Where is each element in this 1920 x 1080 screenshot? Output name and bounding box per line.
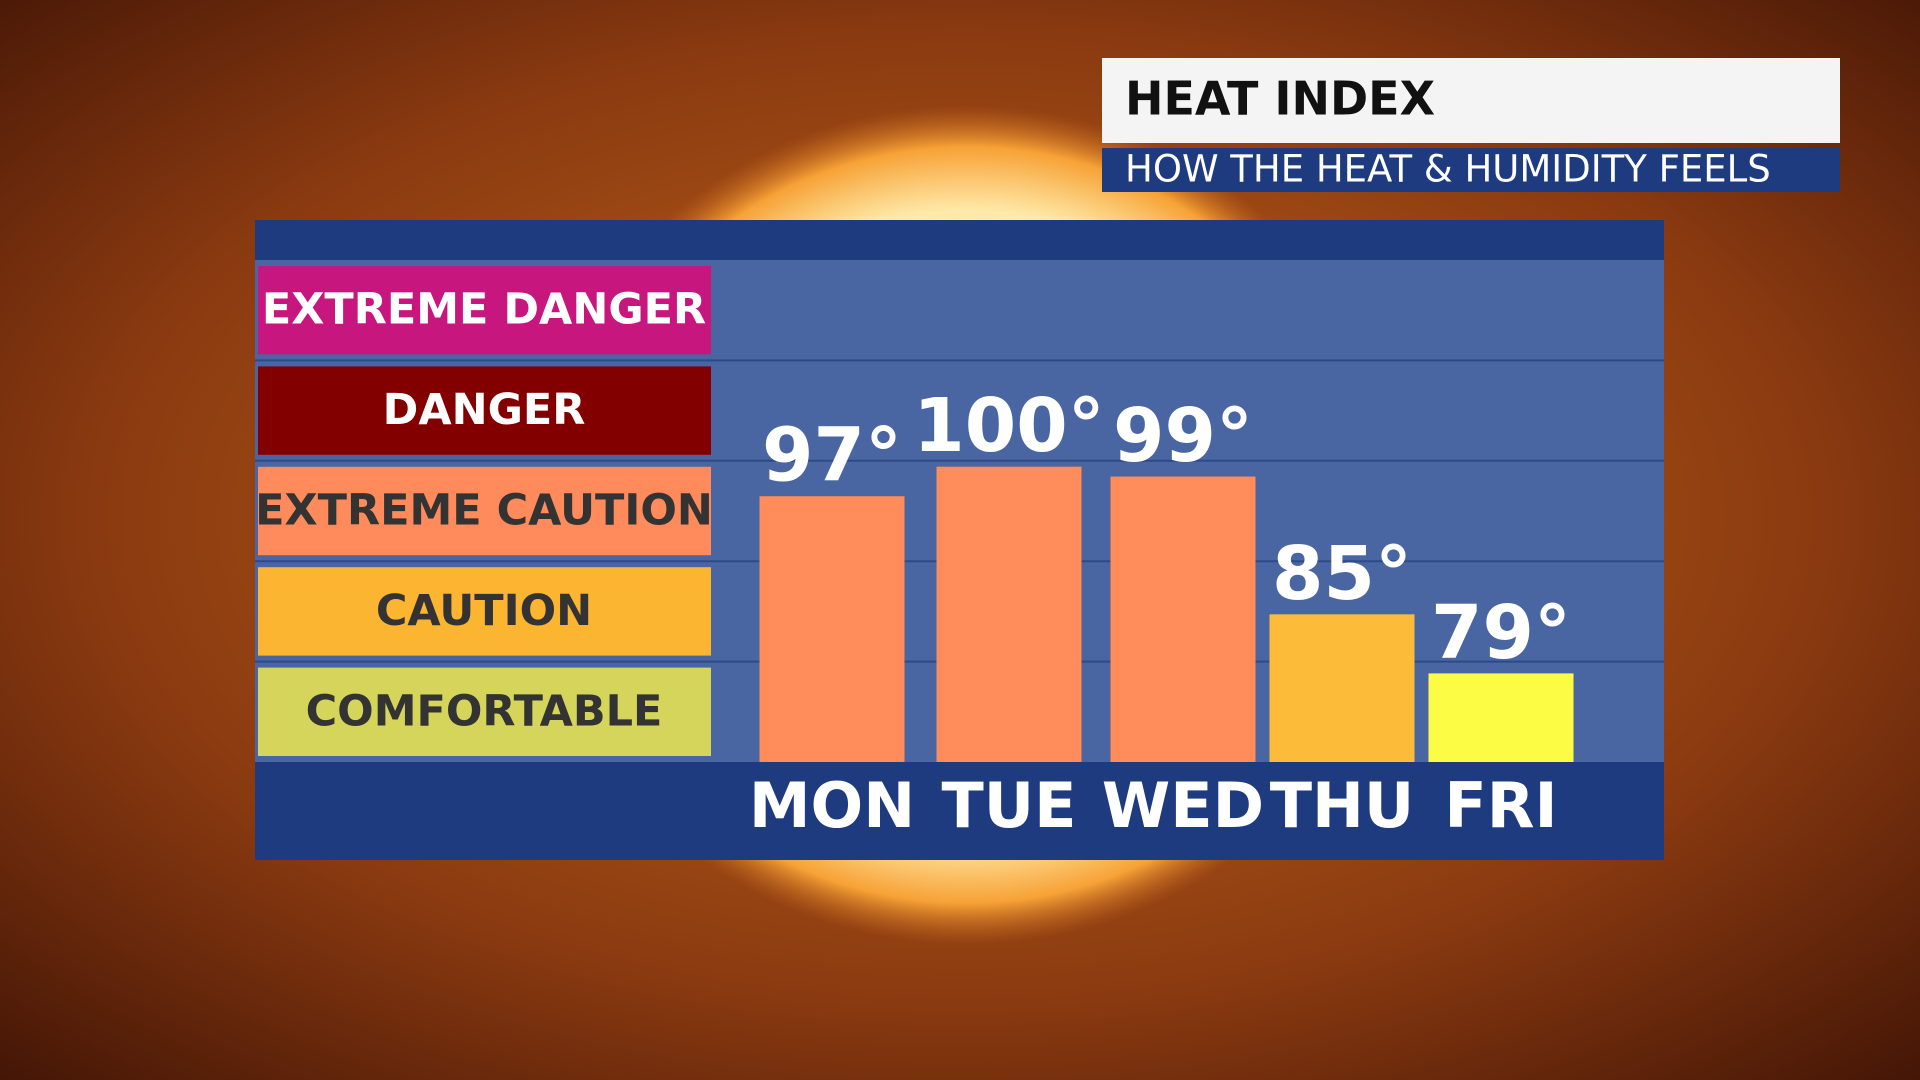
x-tick-label: THU — [1270, 769, 1415, 842]
band-label: EXTREME CAUTION — [255, 486, 713, 536]
value-label: 97° — [762, 413, 902, 499]
chart-title: HEAT INDEX — [1125, 72, 1435, 126]
band-label: EXTREME DANGER — [262, 285, 706, 335]
bar — [936, 466, 1082, 762]
title-box — [1102, 58, 1840, 143]
x-tick-label: TUE — [942, 769, 1077, 842]
band-box — [258, 667, 711, 756]
bar — [1428, 673, 1574, 762]
chart-subtitle: HOW THE HEAT & HUMIDITY FEELS — [1125, 148, 1771, 191]
value-label: 79° — [1431, 590, 1571, 676]
bar — [759, 496, 905, 762]
band-label: CAUTION — [376, 586, 592, 636]
x-tick-label: MON — [749, 769, 915, 842]
x-tick-label: WED — [1102, 769, 1264, 842]
panel-bottom — [255, 762, 1664, 860]
bar — [1110, 476, 1256, 762]
band-label: COMFORTABLE — [306, 686, 663, 736]
band-box — [258, 466, 711, 556]
subtitle-box — [1102, 148, 1840, 192]
band-box — [258, 366, 711, 455]
bar — [1269, 614, 1415, 762]
band-box — [258, 266, 711, 355]
value-label: 100° — [913, 383, 1104, 469]
band-box — [258, 567, 711, 656]
band-label: DANGER — [383, 385, 586, 435]
value-label: 85° — [1272, 531, 1412, 617]
x-tick-label: FRI — [1444, 769, 1557, 842]
panel-top — [255, 220, 1664, 260]
value-label: 99° — [1113, 393, 1253, 479]
